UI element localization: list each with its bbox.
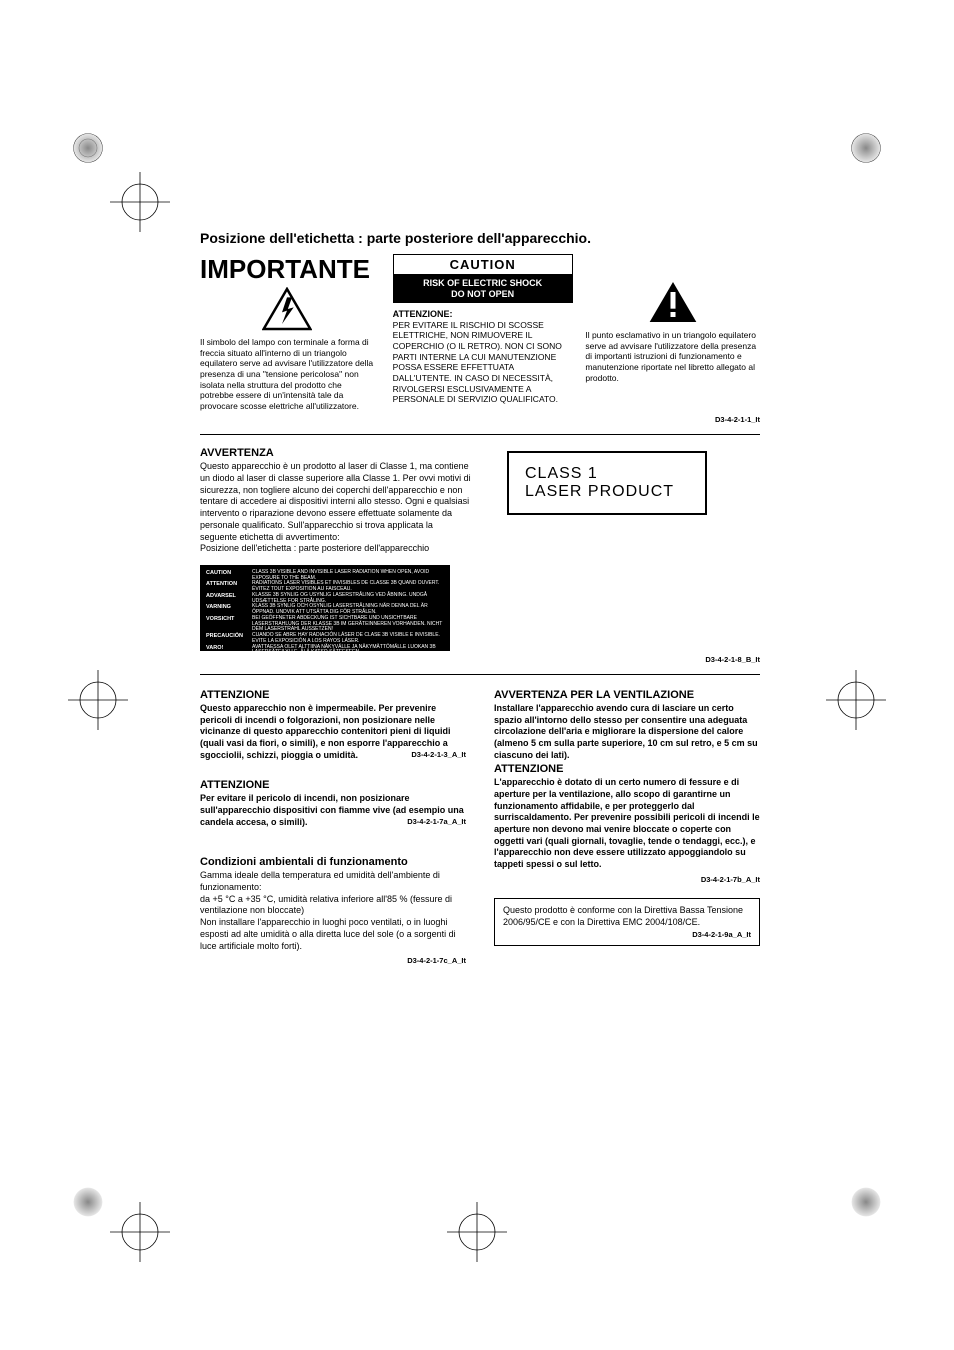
avvertenza-body: Questo apparecchio è un prodotto al lase… <box>200 461 471 543</box>
section-head: ATTENZIONE <box>494 763 760 775</box>
col-caution-box: CAUTION RISK OF ELECTRIC SHOCK DO NOT OP… <box>393 254 568 411</box>
crop-mark-icon <box>110 1202 170 1262</box>
importante-row: IMPORTANTE Il simbolo del lampo con term… <box>200 254 760 411</box>
doc-ref: D3-4-2-1-1_It <box>200 415 760 424</box>
bottom-columns: ATTENZIONE Questo apparecchio non è impe… <box>200 689 760 965</box>
page: Posizione dell'etichetta : parte posteri… <box>0 0 954 1350</box>
register-mark-icon <box>70 130 106 166</box>
label-val: CUANDO SE ABRE HAY RADIACIÓN LÁSER DE CL… <box>252 633 444 645</box>
right-column: AVVERTENZA PER LA VENTILAZIONE Installar… <box>494 689 760 965</box>
register-mark-icon <box>848 130 884 166</box>
caution-line2: DO NOT OPEN <box>451 289 514 299</box>
col-lightning: IMPORTANTE Il simbolo del lampo con term… <box>200 254 375 411</box>
crop-mark-icon <box>447 1202 507 1262</box>
doc-ref: D3-4-2-1-7a_A_It <box>407 817 466 827</box>
cond-p3: Non installare l'apparecchio in luoghi p… <box>200 917 466 952</box>
label-row: VORSICHTBEI GEÖFFNETER ABDECKUNG IST SIC… <box>206 616 444 633</box>
label-key: CAUTION <box>206 570 252 582</box>
left-column: ATTENZIONE Questo apparecchio non è impe… <box>200 689 466 965</box>
avvertenza-pos: Posizione dell'etichetta : parte posteri… <box>200 543 471 555</box>
crop-mark-icon <box>826 670 886 730</box>
caution-box-body: RISK OF ELECTRIC SHOCK DO NOT OPEN <box>393 275 573 303</box>
register-mark-icon <box>848 1184 884 1220</box>
section-head: ATTENZIONE <box>200 779 466 791</box>
cond-p2: da +5 °C a +35 °C, umidità relativa infe… <box>200 894 466 917</box>
exclamation-caption: Il punto esclamativo in un triangolo equ… <box>585 330 760 383</box>
label-key: VARNING <box>206 604 252 616</box>
avv-left: AVVERTENZA Questo apparecchio è un prodo… <box>200 447 471 651</box>
attenzione-block: ATTENZIONE: PER EVITARE IL RISCHIO DI SC… <box>393 309 568 405</box>
page-title: Posizione dell'etichetta : parte posteri… <box>200 230 760 246</box>
lightning-caption: Il simbolo del lampo con terminale a for… <box>200 337 375 411</box>
avvertenza-head: AVVERTENZA <box>200 447 471 459</box>
divider <box>200 674 760 675</box>
importante-heading: IMPORTANTE <box>200 254 375 285</box>
cond-p1: Gamma ideale della temperatura ed umidit… <box>200 870 466 893</box>
directive-text: Questo prodotto è conforme con la Dirett… <box>503 905 751 928</box>
doc-ref: D3-4-2-1-3_A_It <box>411 750 466 760</box>
label-row: PRECAUCIÓNCUANDO SE ABRE HAY RADIACIÓN L… <box>206 633 444 645</box>
label-key: ADVARSEL <box>206 593 252 605</box>
crop-mark-icon <box>110 172 170 232</box>
exclamation-triangle-icon <box>648 280 698 324</box>
class1-laser-box: CLASS 1 LASER PRODUCT <box>507 451 707 515</box>
caution-box: CAUTION RISK OF ELECTRIC SHOCK DO NOT OP… <box>393 254 573 303</box>
register-mark-icon <box>70 1184 106 1220</box>
attenzione-body: PER EVITARE IL RISCHIO DI SCOSSE ELETTRI… <box>393 320 562 404</box>
laser-line2: LASER PRODUCT <box>525 483 674 501</box>
section-head: ATTENZIONE <box>200 689 466 701</box>
laser-line1: CLASS 1 <box>525 465 598 483</box>
attenzione-head: ATTENZIONE: <box>393 309 453 319</box>
crop-mark-icon <box>68 670 128 730</box>
avv-right: CLASS 1 LASER PRODUCT <box>489 447 760 651</box>
vent-p1: Installare l'apparecchio avendo cura di … <box>494 703 760 761</box>
col-exclamation: Il punto esclamativo in un triangolo equ… <box>585 254 760 411</box>
label-key: PRECAUCIÓN <box>206 633 252 645</box>
directive-box: Questo prodotto è conforme con la Dirett… <box>494 898 760 946</box>
label-row: VARO!AVATTAESSA OLET ALTTIINA NÄKYVÄLLE … <box>206 645 444 657</box>
section-body: Questo apparecchio non è impermeabile. P… <box>200 703 466 761</box>
label-key: ATTENTION <box>206 581 252 593</box>
section-head: AVVERTENZA PER LA VENTILAZIONE <box>494 689 760 701</box>
label-val: BEI GEÖFFNETER ABDECKUNG IST SICHTBARE U… <box>252 616 444 633</box>
avvertenza-block: AVVERTENZA Questo apparecchio è un prodo… <box>200 447 760 651</box>
doc-ref: D3-4-2-1-7c_A_It <box>200 956 466 965</box>
doc-ref: D3-4-2-1-7b_A_It <box>494 875 760 884</box>
lightning-triangle-icon <box>262 287 312 331</box>
label-code: DRW2808-A <box>206 656 444 662</box>
caution-line1: RISK OF ELECTRIC SHOCK <box>423 278 542 288</box>
vent-p2: L'apparecchio è dotato di un certo numer… <box>494 777 760 871</box>
label-key: VORSICHT <box>206 616 252 633</box>
caution-box-head: CAUTION <box>393 254 573 275</box>
divider <box>200 434 760 435</box>
section-head: Condizioni ambientali di funzionamento <box>200 856 466 868</box>
laser-warning-label: CAUTIONCLASS 3B VISIBLE AND INVISIBLE LA… <box>200 565 450 651</box>
label-key: VARO! <box>206 645 252 657</box>
doc-ref: D3-4-2-1-9a_A_It <box>503 930 751 939</box>
content-area: Posizione dell'etichetta : parte posteri… <box>200 230 760 965</box>
section-body: Per evitare il pericolo di incendi, non … <box>200 793 466 828</box>
